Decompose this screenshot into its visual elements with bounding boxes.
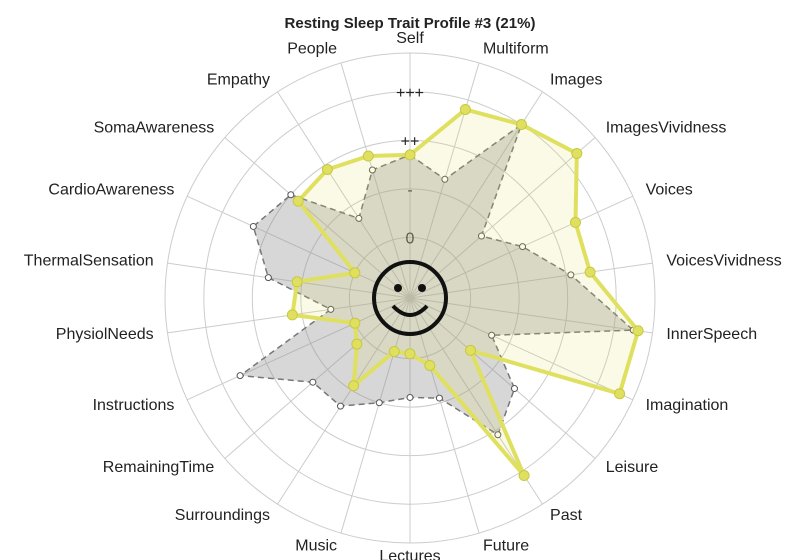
category-label: Past <box>550 507 583 524</box>
series-point <box>441 175 449 183</box>
category-label: Leisure <box>606 459 659 476</box>
series-point <box>362 150 374 162</box>
category-label: PhysiolNeeds <box>56 326 154 343</box>
category-label: Instructions <box>93 397 175 414</box>
series-point <box>404 348 416 360</box>
series-point <box>571 147 583 159</box>
series-point <box>388 346 400 358</box>
series-point <box>406 393 414 401</box>
series-point <box>292 195 304 207</box>
category-label: Music <box>295 538 337 555</box>
spoke <box>224 297 411 459</box>
series-point <box>518 470 530 482</box>
category-label: People <box>287 41 337 58</box>
smiley-face <box>372 260 448 336</box>
category-label: Empathy <box>207 71 270 88</box>
category-label: Imagination <box>646 397 729 414</box>
category-label: Self <box>396 30 424 47</box>
series-point <box>404 149 416 161</box>
series-point <box>459 103 471 115</box>
spoke <box>409 297 653 334</box>
spoke <box>409 297 634 401</box>
spoke <box>409 297 480 534</box>
series-point <box>519 243 527 251</box>
series-point <box>264 274 272 282</box>
category-label: ImagesVividness <box>606 120 727 137</box>
marks <box>236 103 644 482</box>
spoke <box>340 62 411 299</box>
spoke <box>340 297 411 534</box>
series-point <box>567 271 575 279</box>
r-tick-label: 0 <box>406 231 415 248</box>
category-label: SomaAwareness <box>94 120 215 137</box>
series-area <box>290 107 641 477</box>
series-point <box>614 388 626 400</box>
category-label: Lectures <box>379 548 440 560</box>
series-point <box>351 338 363 350</box>
series-point <box>321 163 333 175</box>
series-point <box>349 267 361 279</box>
spoke <box>186 297 411 401</box>
series-point <box>584 266 596 278</box>
series-point <box>336 402 344 410</box>
category-label: ThermalSensation <box>24 252 154 269</box>
r-tick-label: ++ <box>401 134 420 151</box>
series-point <box>515 119 527 131</box>
series-point <box>327 305 335 313</box>
category-label: Images <box>550 71 602 88</box>
series-point <box>291 276 303 288</box>
chart-title: Resting Sleep Trait Profile #3 (21%) <box>285 15 536 32</box>
series-point <box>494 431 502 439</box>
spoke <box>409 297 596 459</box>
category-label: Voices <box>646 182 693 199</box>
category-label: Surroundings <box>175 507 270 524</box>
r-tick-label: +++ <box>396 85 424 102</box>
spoke <box>167 262 411 299</box>
spoke <box>224 137 411 299</box>
series-point <box>368 166 376 174</box>
spoke <box>186 195 411 299</box>
series-point <box>355 214 363 222</box>
r-tick-label: - <box>407 182 412 199</box>
series-point <box>464 344 476 356</box>
category-label: RemainingTime <box>103 459 215 476</box>
category-label: InnerSpeech <box>666 326 757 343</box>
series-point <box>632 325 644 337</box>
category-label: VoicesVividness <box>666 252 781 269</box>
series-point <box>510 385 518 393</box>
spoke <box>277 297 411 505</box>
spoke <box>409 137 596 299</box>
series-point <box>348 380 360 392</box>
spoke <box>409 262 653 299</box>
category-label: Multiform <box>483 41 549 58</box>
series-point <box>488 331 496 339</box>
series-point <box>287 191 295 199</box>
series-point <box>477 232 485 240</box>
series-point <box>286 309 298 321</box>
smiley-eye <box>418 284 426 292</box>
smiley-mouth <box>391 304 429 317</box>
series-point <box>309 378 317 386</box>
series-point <box>249 222 257 230</box>
category-label: Future <box>483 538 529 555</box>
series-point <box>569 216 581 228</box>
series-point <box>375 399 383 407</box>
series-point <box>424 359 436 371</box>
category-label: CardioAwareness <box>48 182 174 199</box>
series-point <box>349 317 361 329</box>
series-point <box>236 372 244 380</box>
spoke <box>277 91 411 299</box>
series-point <box>435 394 443 402</box>
smiley <box>372 260 448 336</box>
smiley-eye <box>394 284 402 292</box>
